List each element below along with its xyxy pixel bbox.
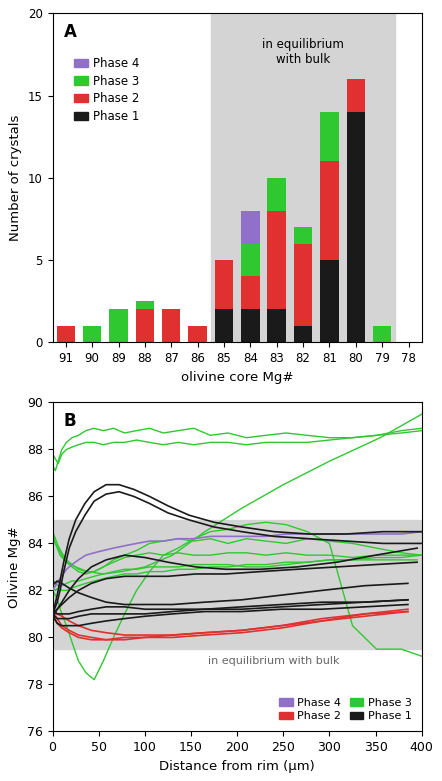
Bar [83,326,101,342]
Y-axis label: Number of crystals: Number of crystals [9,115,23,241]
Bar [136,301,154,309]
Bar [188,326,207,342]
Bar [347,79,365,112]
Bar [320,260,339,342]
Bar [373,326,392,342]
Bar [53,520,422,649]
Bar [57,326,75,342]
Text: in equilibrium
with bulk: in equilibrium with bulk [262,38,344,66]
Bar [320,112,339,162]
Bar [241,309,259,342]
Y-axis label: Olivine Mg#: Olivine Mg# [8,526,21,608]
Legend: Phase 4, Phase 3, Phase 2, Phase 1: Phase 4, Phase 3, Phase 2, Phase 1 [69,52,144,128]
Bar [320,162,339,260]
Bar [294,326,312,342]
Bar [267,309,286,342]
Text: A: A [64,23,76,41]
Bar [267,178,286,211]
Legend: Phase 4, Phase 2, Phase 3, Phase 1: Phase 4, Phase 2, Phase 3, Phase 1 [275,694,416,726]
Bar [241,244,259,276]
Bar [241,276,259,309]
X-axis label: Distance from rim (μm): Distance from rim (μm) [159,760,315,772]
Bar [294,227,312,244]
Bar [162,309,180,342]
Bar [211,13,395,342]
Bar [347,112,365,342]
Bar [215,309,233,342]
Text: B: B [64,412,76,430]
Bar [294,244,312,326]
Bar [215,260,233,309]
X-axis label: olivine core Mg#: olivine core Mg# [181,370,293,383]
Text: in equilibrium with bulk: in equilibrium with bulk [208,656,340,666]
Bar [109,309,128,342]
Bar [136,309,154,342]
Bar [241,211,259,244]
Bar [267,211,286,309]
